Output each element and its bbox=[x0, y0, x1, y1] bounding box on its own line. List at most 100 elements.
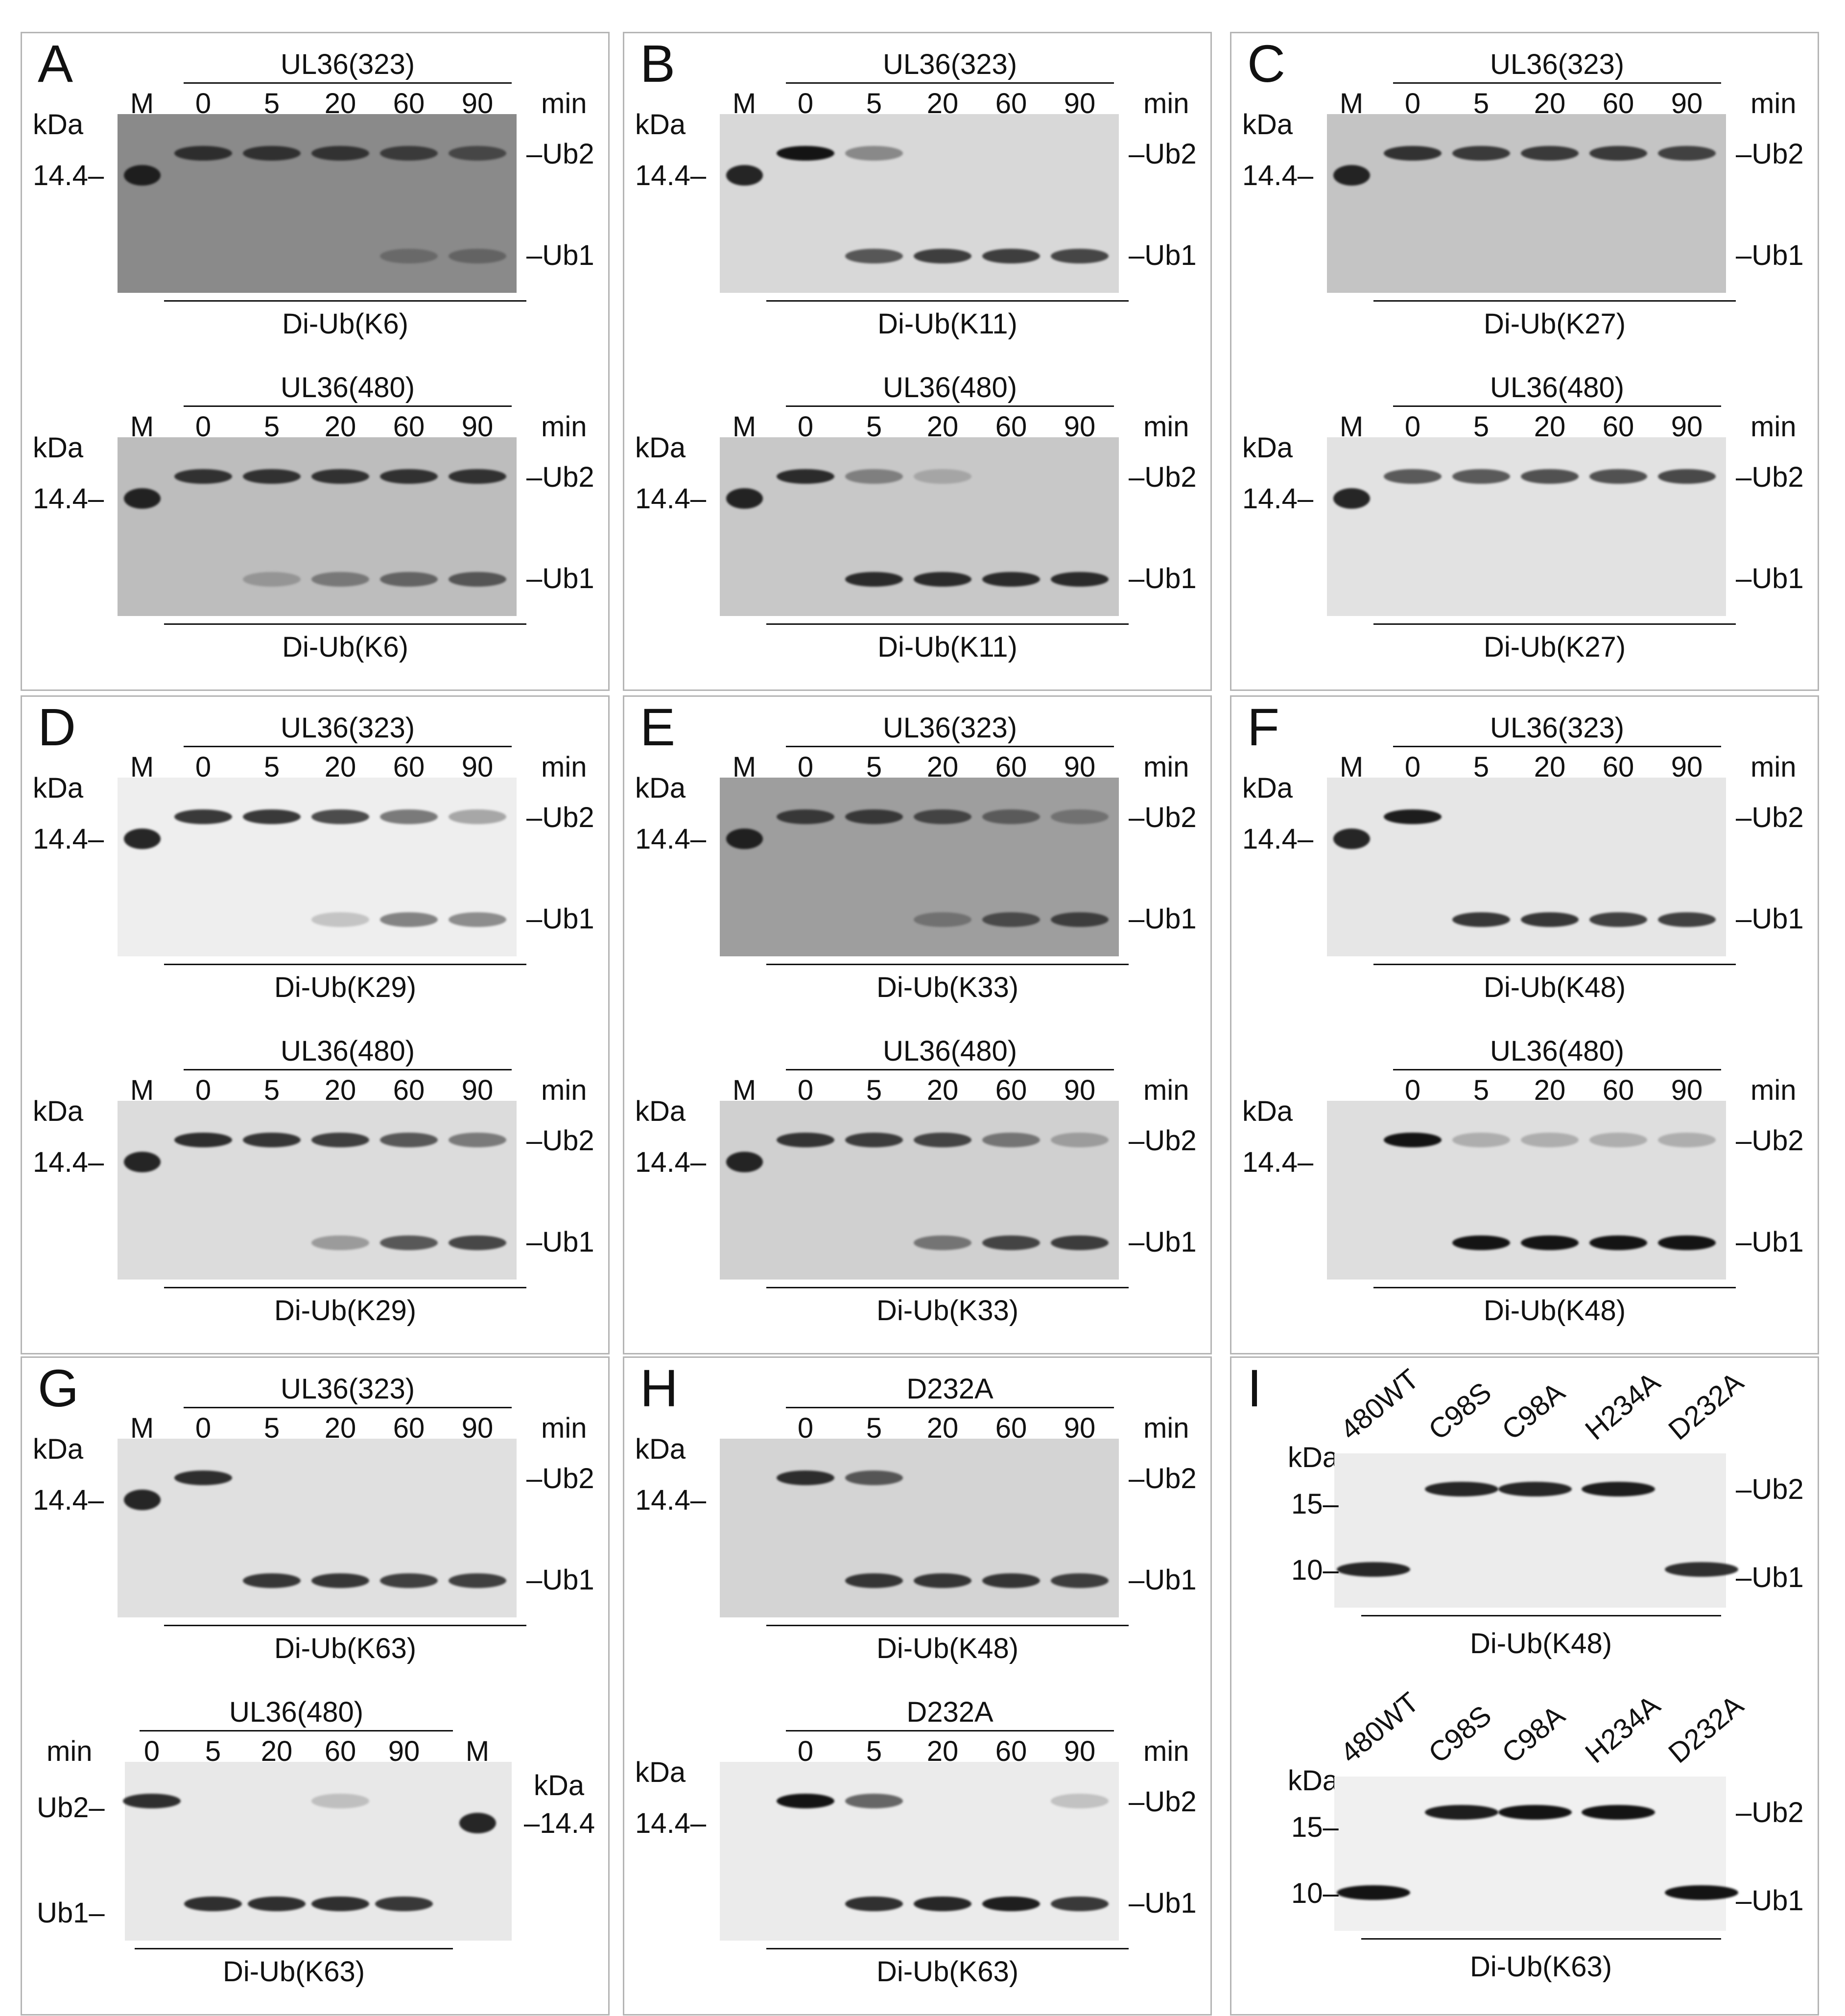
ub1-label: –Ub1 bbox=[1736, 239, 1804, 271]
lane-label: 20 bbox=[324, 88, 356, 119]
lane-label: 20 bbox=[1534, 751, 1566, 783]
ub2-label: –Ub2 bbox=[526, 1125, 594, 1157]
panel-i: I 480WT C98S C98A H234A D232A kDa 15– 10– –Ub2 –Ub… bbox=[1230, 1356, 1819, 2016]
lane-label: 0 bbox=[797, 1074, 814, 1106]
band-ub2 bbox=[1051, 1794, 1109, 1808]
min-label: min bbox=[1750, 88, 1797, 119]
panel-h: H D232A 0 5 20 60 90 min kDa 14.4– –Ub2 –Ub1 Di-Ub(K… bbox=[623, 1356, 1212, 2016]
marker-lane-label: M bbox=[130, 411, 154, 443]
band-ub2 bbox=[311, 469, 369, 484]
min-label: min bbox=[1143, 1412, 1189, 1444]
lane-label: 90 bbox=[1671, 411, 1703, 443]
substrate-line bbox=[1373, 1287, 1736, 1288]
gel-image bbox=[720, 437, 1119, 616]
min-label: min bbox=[541, 1074, 587, 1106]
band-ub1 bbox=[1521, 912, 1579, 927]
band-ub1 bbox=[982, 249, 1040, 263]
lane-label: 90 bbox=[461, 751, 494, 783]
min-label: min bbox=[1143, 1735, 1189, 1767]
ub2-label: –Ub2 bbox=[1129, 1463, 1197, 1494]
lane-label: 20 bbox=[324, 751, 356, 783]
lane-label: 60 bbox=[995, 751, 1027, 783]
band-ub2 bbox=[914, 469, 971, 484]
lane-label: 90 bbox=[388, 1735, 420, 1767]
substrate-label: Di-Ub(K48) bbox=[1483, 1295, 1626, 1327]
enzyme-label: UL36(323) bbox=[280, 48, 415, 80]
enzyme-label: UL36(323) bbox=[1490, 712, 1625, 744]
ub2-label: –Ub2 bbox=[1129, 138, 1197, 170]
band-ub2 bbox=[777, 469, 834, 484]
band-ub1 bbox=[311, 1897, 369, 1911]
enzyme-line bbox=[786, 746, 1114, 747]
band-ub2 bbox=[1521, 146, 1579, 161]
band-ub2 bbox=[777, 1133, 834, 1147]
mw-label: 14.4– bbox=[33, 1146, 104, 1178]
ub1-label: –Ub1 bbox=[1129, 1564, 1197, 1596]
panel-label: D bbox=[38, 697, 76, 757]
band-ub1 bbox=[449, 912, 506, 927]
mw-label: 14.4– bbox=[635, 160, 707, 191]
band-ub1 bbox=[1051, 249, 1109, 263]
band-marker bbox=[123, 488, 161, 509]
substrate-line bbox=[164, 623, 526, 625]
band-ub1 bbox=[1051, 912, 1109, 927]
substrate-line bbox=[766, 1287, 1129, 1288]
substrate-label: Di-Ub(K33) bbox=[876, 972, 1019, 1003]
band-ub2 bbox=[243, 1133, 301, 1147]
substrate-label: Di-Ub(K63) bbox=[222, 1956, 365, 1988]
kda-label: kDa bbox=[635, 772, 686, 804]
band-ub1 bbox=[311, 1235, 369, 1250]
band-ub2 bbox=[311, 809, 369, 824]
band-ub1 bbox=[243, 572, 301, 587]
lane-label: 60 bbox=[995, 88, 1027, 119]
lane-label: 90 bbox=[1064, 1074, 1096, 1106]
ub1-label: –Ub1 bbox=[1736, 903, 1804, 935]
enzyme-line bbox=[1393, 1069, 1721, 1070]
substrate-line bbox=[766, 300, 1129, 302]
kda-label: kDa bbox=[635, 109, 686, 141]
substrate-label: Di-Ub(K63) bbox=[274, 1633, 417, 1664]
lane-label: 90 bbox=[461, 88, 494, 119]
marker-lane-label: M bbox=[130, 1074, 154, 1106]
lane-label: 5 bbox=[263, 751, 280, 783]
enzyme-line bbox=[184, 746, 512, 747]
ub2-label: –Ub2 bbox=[1129, 1125, 1197, 1157]
marker-lane-label: M bbox=[732, 751, 757, 783]
kda-label: kDa bbox=[534, 1770, 585, 1802]
enzyme-line bbox=[786, 405, 1114, 407]
lane-label: 90 bbox=[1064, 1412, 1096, 1444]
gel-image bbox=[118, 114, 517, 293]
substrate-line bbox=[1373, 623, 1736, 625]
lane-label: 20 bbox=[926, 411, 959, 443]
mw-label: 10– bbox=[1291, 1877, 1339, 1909]
band-ub2 bbox=[845, 1470, 903, 1485]
substrate-line bbox=[766, 964, 1129, 965]
ub1-label: –Ub1 bbox=[1129, 239, 1197, 271]
ub1-label: –Ub1 bbox=[1736, 563, 1804, 594]
band-marker bbox=[123, 829, 161, 849]
mw-label: 14.4– bbox=[635, 1484, 707, 1516]
enzyme-line bbox=[184, 82, 512, 84]
marker-lane-label: M bbox=[732, 1074, 757, 1106]
gel-image bbox=[720, 778, 1119, 956]
band-ub2 bbox=[982, 809, 1040, 824]
min-label: min bbox=[541, 751, 587, 783]
lane-label: 90 bbox=[461, 411, 494, 443]
band-marker bbox=[123, 165, 161, 186]
gel-image bbox=[118, 1101, 517, 1280]
band-ub2 bbox=[1425, 1482, 1498, 1496]
band-ub2 bbox=[1589, 469, 1647, 484]
lane-label: 0 bbox=[797, 1735, 814, 1767]
substrate-label: Di-Ub(K48) bbox=[1483, 972, 1626, 1003]
kda-label: kDa bbox=[1242, 772, 1293, 804]
marker-lane-label: M bbox=[130, 88, 154, 119]
enzyme-line bbox=[1393, 746, 1721, 747]
ub1-label: –Ub1 bbox=[1129, 1887, 1197, 1919]
panel-label: B bbox=[640, 34, 676, 93]
enzyme-line bbox=[140, 1730, 453, 1731]
